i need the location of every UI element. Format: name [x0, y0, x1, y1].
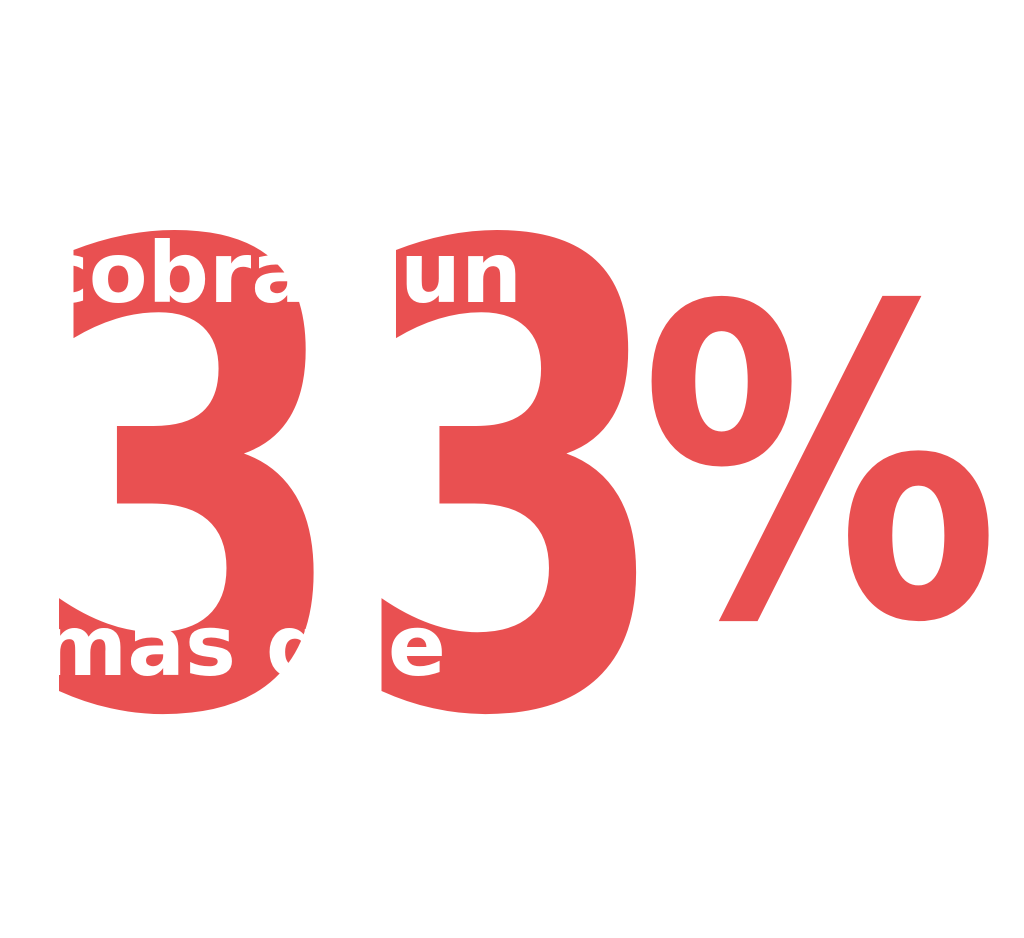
- percent-sign: %: [640, 217, 1000, 717]
- bottom-caption: más que: [38, 597, 446, 695]
- top-caption: cobran un: [38, 224, 522, 322]
- big-figure: 33: [28, 111, 673, 856]
